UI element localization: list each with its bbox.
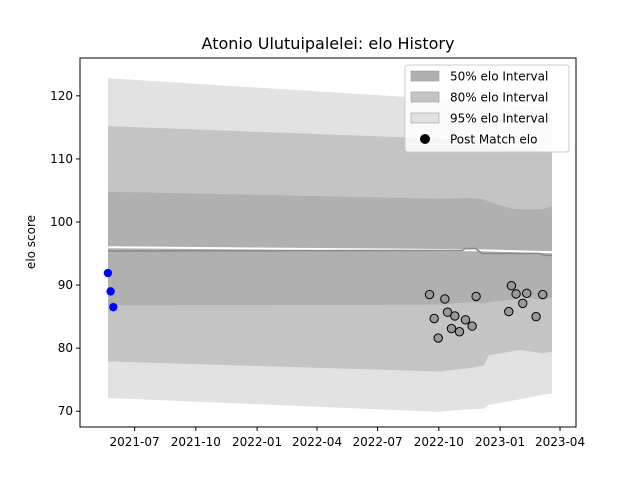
post-match-point (429, 313, 439, 324)
plot-area (103, 78, 553, 412)
mean-elo-line (107, 247, 552, 257)
y-tick-label: 110 (50, 152, 73, 166)
post-match-point (522, 288, 532, 298)
x-tick-label: 2021-10 (171, 435, 221, 449)
legend-label: 95% elo Interval (450, 112, 548, 126)
x-tick-label: 2023-01 (475, 435, 525, 449)
post-match-point (442, 307, 453, 317)
post-match-point (467, 321, 477, 331)
x-tick-label: 2022-04 (292, 435, 342, 449)
legend-box (404, 64, 570, 153)
y-axis-label: elo score (24, 215, 38, 269)
white-reference-line (107, 246, 553, 254)
post-match-point (424, 289, 435, 300)
pre-match-point (109, 302, 118, 312)
legend-swatch (410, 91, 440, 103)
pre-match-point (106, 287, 115, 296)
post-match-point (504, 306, 514, 317)
x-tick-label: 2022-10 (414, 435, 464, 449)
post-match-point (511, 289, 521, 299)
post-match-point (454, 327, 465, 337)
pre-match-point (103, 268, 113, 278)
post-match-point (446, 323, 457, 334)
post-match-point (538, 289, 548, 300)
chart-title: Atonio Ulutuipalelei: elo History (202, 34, 455, 53)
legend-label: 50% elo Interval (450, 70, 548, 84)
legend-swatch (410, 70, 440, 82)
x-tick-label: 2023-04 (535, 435, 585, 449)
post-match-point (518, 298, 528, 309)
y-tick-label: 120 (50, 89, 73, 103)
post-match-point (531, 311, 541, 322)
x-axis: 2021-07 2021-10 2022-01 2022-04 2022-07 2022-… (110, 427, 585, 449)
post-match-point (450, 311, 460, 321)
y-tick-label: 100 (50, 215, 73, 229)
y-tick-label: 70 (58, 404, 73, 418)
plot-frame (79, 57, 577, 428)
y-tick-label: 90 (58, 278, 73, 292)
y-axis: 70 80 90 100 110 120 (50, 89, 80, 418)
post-match-point (471, 291, 481, 302)
legend-swatch (410, 112, 440, 124)
x-tick-label: 2021-07 (110, 435, 160, 449)
legend-label: 80% elo Interval (450, 91, 548, 105)
post-match-point (460, 315, 471, 325)
x-tick-label: 2022-01 (232, 435, 282, 449)
post-match-point (506, 281, 517, 291)
x-tick-label: 2022-07 (353, 435, 403, 449)
legend-label: Post Match elo (450, 133, 537, 147)
y-tick-label: 80 (58, 341, 73, 355)
legend-marker (420, 134, 430, 144)
legend: 50% elo Interval 80% elo Interval 95% elo … (404, 64, 570, 153)
post-match-point (440, 294, 450, 304)
post-match-point (433, 333, 443, 343)
